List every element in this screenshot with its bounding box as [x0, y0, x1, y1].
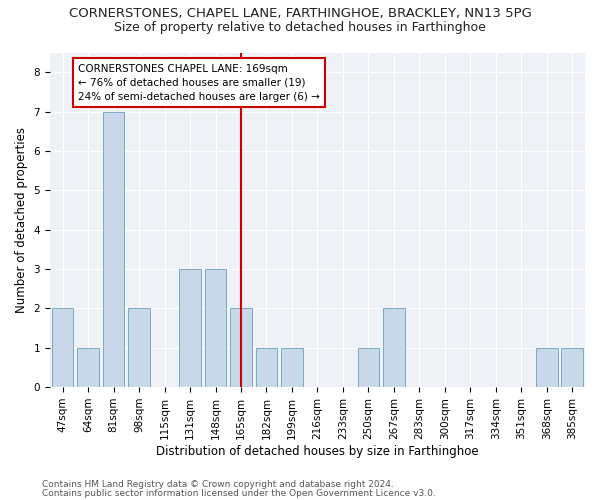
Text: Contains public sector information licensed under the Open Government Licence v3: Contains public sector information licen…: [42, 489, 436, 498]
Bar: [256, 348, 277, 387]
Bar: [77, 348, 99, 387]
Bar: [179, 269, 201, 387]
X-axis label: Distribution of detached houses by size in Farthinghoe: Distribution of detached houses by size …: [156, 444, 479, 458]
Bar: [536, 348, 557, 387]
Bar: [562, 348, 583, 387]
Y-axis label: Number of detached properties: Number of detached properties: [15, 127, 28, 313]
Bar: [52, 308, 73, 387]
Text: Contains HM Land Registry data © Crown copyright and database right 2024.: Contains HM Land Registry data © Crown c…: [42, 480, 394, 489]
Bar: [230, 308, 252, 387]
Bar: [281, 348, 303, 387]
Bar: [358, 348, 379, 387]
Bar: [383, 308, 405, 387]
Text: CORNERSTONES CHAPEL LANE: 169sqm
← 76% of detached houses are smaller (19)
24% o: CORNERSTONES CHAPEL LANE: 169sqm ← 76% o…: [78, 64, 320, 102]
Bar: [128, 308, 150, 387]
Text: CORNERSTONES, CHAPEL LANE, FARTHINGHOE, BRACKLEY, NN13 5PG: CORNERSTONES, CHAPEL LANE, FARTHINGHOE, …: [68, 8, 532, 20]
Text: Size of property relative to detached houses in Farthinghoe: Size of property relative to detached ho…: [114, 21, 486, 34]
Bar: [103, 112, 124, 387]
Bar: [205, 269, 226, 387]
